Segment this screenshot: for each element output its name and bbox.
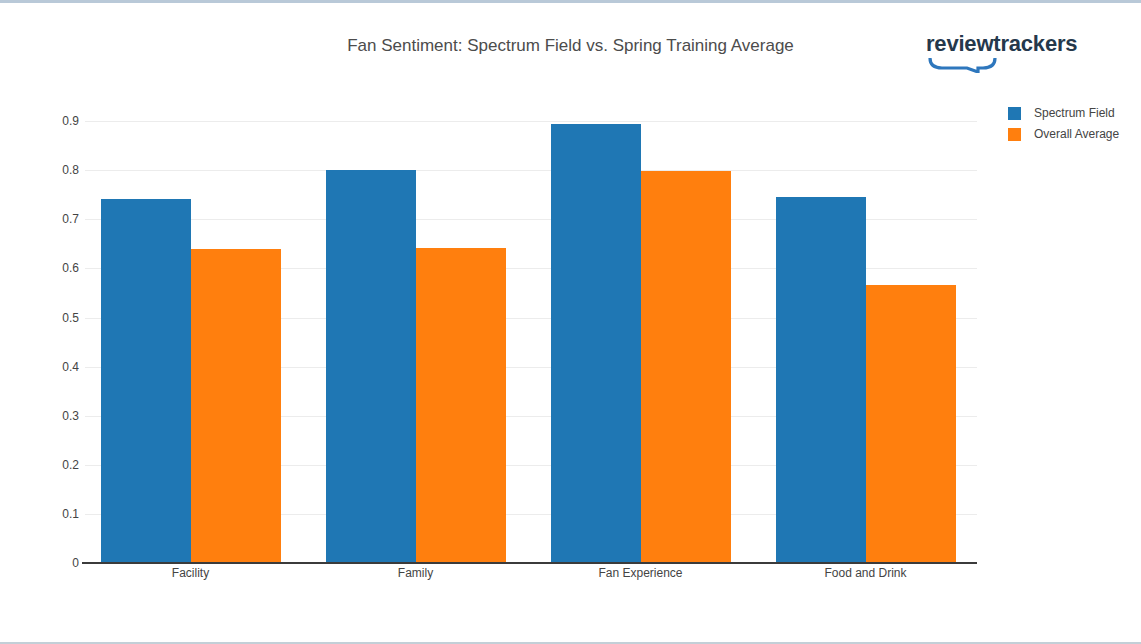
y-gridline [85,121,977,122]
legend-swatch-icon [1008,128,1021,141]
bar-overall-average[interactable] [641,171,731,563]
y-tick-label: 0.2 [0,458,79,472]
y-tick-label: 0.6 [0,261,79,275]
legend-label: Spectrum Field [1034,106,1115,120]
chart-page: Fan Sentiment: Spectrum Field vs. Spring… [0,0,1141,644]
x-category-label: Family [326,566,506,580]
x-category-label: Facility [101,566,281,580]
y-tick-label: 0.5 [0,311,79,325]
y-tick-label: 0.3 [0,409,79,423]
x-category-label: Food and Drink [776,566,956,580]
y-tick-label: 0.9 [0,114,79,128]
legend-swatch-icon [1008,107,1021,120]
bar-overall-average[interactable] [416,248,506,563]
plot-area: 0 0.1 0.2 0.3 0.4 0.5 0.6 0.7 0.8 0.9 Facility Fami… [0,0,1141,644]
legend-item-overall-average[interactable]: Overall Average [1008,127,1119,141]
bar-spectrum-field[interactable] [326,170,416,563]
bar-spectrum-field[interactable] [776,197,866,563]
legend: Spectrum Field Overall Average [1008,106,1119,148]
bar-spectrum-field[interactable] [551,124,641,563]
legend-label: Overall Average [1034,127,1119,141]
y-tick-label: 0.4 [0,360,79,374]
bar-overall-average[interactable] [866,285,956,563]
bar-overall-average[interactable] [191,249,281,563]
legend-item-spectrum-field[interactable]: Spectrum Field [1008,106,1119,120]
y-tick-label: 0.1 [0,507,79,521]
y-tick-label: 0.7 [0,212,79,226]
bar-spectrum-field[interactable] [101,199,191,563]
y-tick-label: 0 [0,556,79,570]
y-tick-label: 0.8 [0,163,79,177]
y-gridline [85,170,977,171]
x-axis-line [82,562,977,564]
x-category-label: Fan Experience [551,566,731,580]
